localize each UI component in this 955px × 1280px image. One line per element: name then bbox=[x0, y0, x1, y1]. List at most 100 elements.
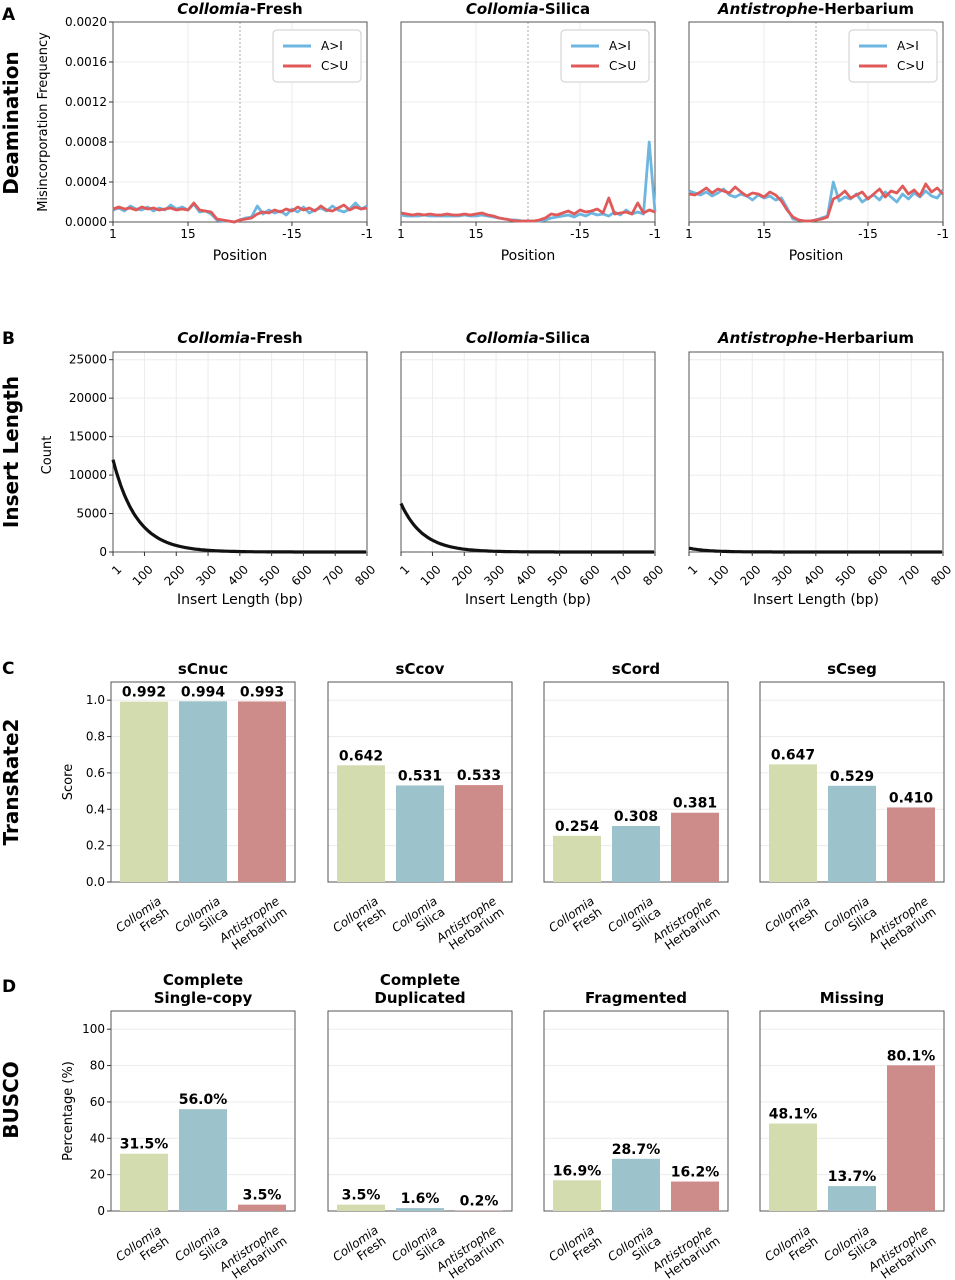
x-tick-label: -15 bbox=[858, 227, 878, 241]
row-title-deamination: Deamination bbox=[0, 51, 23, 195]
subplot-title: sCcov bbox=[396, 660, 445, 678]
x-tick-label: 200 bbox=[450, 562, 476, 588]
legend-label-a-i: A>I bbox=[321, 39, 343, 53]
bar-antistrophe-herbarium bbox=[238, 1204, 286, 1211]
subplot-title-collomia-silica: Collomia-Silica bbox=[466, 0, 590, 18]
bar-collomia-fresh bbox=[337, 765, 385, 882]
category-label: CollomiaFresh bbox=[546, 1223, 604, 1275]
data-label: 16.9% bbox=[553, 1163, 602, 1179]
x-tick-label: 600 bbox=[865, 562, 891, 588]
subplot-title: Fragmented bbox=[585, 989, 687, 1007]
x-tick-label: -15 bbox=[282, 227, 302, 241]
subplot-title: Duplicated bbox=[374, 989, 465, 1007]
legend-label-a-i: A>I bbox=[609, 39, 631, 53]
count-curve bbox=[111, 459, 367, 554]
subplot-title: Missing bbox=[820, 989, 884, 1007]
y-tick-label: 20 bbox=[90, 1168, 105, 1182]
subplot-title: sCnuc bbox=[178, 660, 228, 678]
x-tick-label: -15 bbox=[570, 227, 590, 241]
y-tick-label: 5000 bbox=[76, 507, 107, 521]
data-label: 3.5% bbox=[342, 1188, 381, 1204]
x-tick-label: 600 bbox=[577, 562, 603, 588]
plot-frame bbox=[112, 21, 368, 223]
y-tick-label: 0.0004 bbox=[65, 175, 107, 189]
x-axis-label: Position bbox=[213, 248, 268, 264]
x-tick-label: 300 bbox=[193, 562, 219, 588]
y-tick-label: 40 bbox=[90, 1131, 105, 1145]
x-tick-label: 800 bbox=[928, 562, 954, 588]
y-tick-label: 0 bbox=[97, 1204, 105, 1218]
y-tick-label: 0.6 bbox=[86, 766, 105, 780]
transrate-panel: Score sCnuc 0.992 CollomiaFresh 0.994 Collomi… bbox=[61, 660, 945, 957]
y-tick-label: 0.0020 bbox=[65, 15, 107, 29]
x-tick-label: 1 bbox=[109, 562, 124, 577]
data-label: 56.0% bbox=[179, 1092, 228, 1108]
legend-box bbox=[272, 29, 362, 83]
y-tick-label: 20000 bbox=[69, 391, 107, 405]
legend-label-a-i: A>I bbox=[897, 39, 919, 53]
x-tick-label: -1 bbox=[361, 227, 373, 241]
row-title-insert-length: Insert Length bbox=[0, 376, 23, 528]
data-label: 1.6% bbox=[401, 1191, 440, 1207]
legend-label-c-u: C>U bbox=[321, 59, 348, 73]
y-tick-label: 0.0016 bbox=[65, 55, 107, 69]
category-label: CollomiaFresh bbox=[113, 1223, 171, 1275]
subplot-title-collomia-fresh: Collomia-Fresh bbox=[177, 0, 303, 18]
x-tick-label: 800 bbox=[352, 562, 378, 588]
x-tick-label: 100 bbox=[418, 562, 444, 588]
y-tick-label: 100 bbox=[82, 1022, 105, 1036]
plot-frame bbox=[327, 1010, 513, 1212]
x-tick-label: 15 bbox=[756, 227, 771, 241]
bar-collomia-silica bbox=[179, 1109, 227, 1211]
x-tick-label: 700 bbox=[320, 562, 346, 588]
subplot-title: Complete bbox=[380, 971, 460, 989]
x-tick-label: 200 bbox=[738, 562, 764, 588]
category-label: CollomiaFresh bbox=[546, 894, 604, 946]
legend-label-c-u: C>U bbox=[609, 59, 636, 73]
category-label: CollomiaFresh bbox=[330, 1223, 388, 1275]
x-tick-label: 1 bbox=[109, 227, 117, 241]
data-label: 0.381 bbox=[673, 796, 717, 812]
data-label: 0.531 bbox=[398, 768, 442, 784]
x-tick-label: -1 bbox=[937, 227, 949, 241]
bar-antistrophe-herbarium bbox=[671, 812, 719, 882]
bar-antistrophe-herbarium bbox=[455, 785, 503, 882]
panel-letter-a: A bbox=[2, 5, 16, 25]
category-label: AntistropheHerbarium bbox=[865, 894, 939, 957]
data-label: 0.642 bbox=[339, 748, 383, 764]
y-axis-label: Score bbox=[61, 764, 76, 800]
bar-collomia-fresh bbox=[120, 701, 168, 882]
data-label: 0.529 bbox=[830, 769, 874, 785]
category-label: CollomiaFresh bbox=[113, 894, 171, 946]
x-tick-label: 100 bbox=[130, 562, 156, 588]
data-label: 16.2% bbox=[671, 1165, 720, 1181]
data-label: 0.308 bbox=[614, 809, 658, 825]
x-tick-label: 400 bbox=[801, 562, 827, 588]
bar-collomia-fresh bbox=[769, 764, 817, 882]
x-axis-label: Insert Length (bp) bbox=[177, 592, 303, 608]
bar-collomia-silica bbox=[396, 1208, 444, 1211]
data-label: 80.1% bbox=[887, 1048, 936, 1064]
x-tick-label: 300 bbox=[769, 562, 795, 588]
category-label: AntistropheHerbarium bbox=[433, 1223, 507, 1280]
x-axis-label: Position bbox=[501, 248, 556, 264]
x-axis-label: Insert Length (bp) bbox=[753, 592, 879, 608]
category-label: AntistropheHerbarium bbox=[649, 894, 723, 957]
y-tick-label: 1.0 bbox=[86, 693, 105, 707]
panel-letter-c: C bbox=[2, 659, 14, 679]
data-label: 0.992 bbox=[122, 685, 166, 701]
legend-label-c-u: C>U bbox=[897, 59, 924, 73]
bar-collomia-silica bbox=[179, 701, 227, 882]
legend-box bbox=[848, 29, 938, 83]
bar-antistrophe-herbarium bbox=[671, 1181, 719, 1211]
bar-collomia-fresh bbox=[120, 1153, 168, 1211]
y-tick-label: 10000 bbox=[69, 468, 107, 482]
legend-box bbox=[560, 29, 650, 83]
y-tick-label: 0 bbox=[99, 545, 107, 559]
x-tick-label: 200 bbox=[162, 562, 188, 588]
x-tick-label: 400 bbox=[225, 562, 251, 588]
y-tick-label: 0.0000 bbox=[65, 215, 107, 229]
data-label: 31.5% bbox=[120, 1137, 169, 1153]
x-tick-label: 600 bbox=[289, 562, 315, 588]
